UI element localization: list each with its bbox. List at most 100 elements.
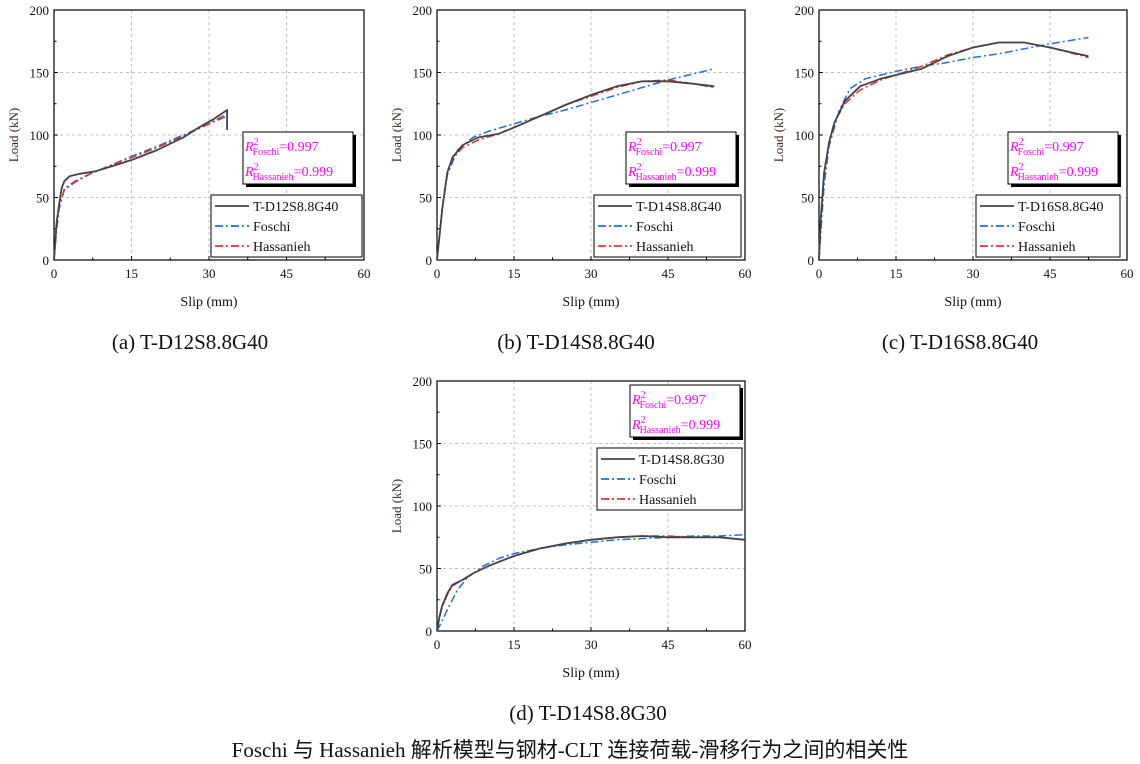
r2-symbol: R	[244, 165, 254, 180]
y-tick-label: 150	[30, 66, 50, 81]
r2-box	[625, 131, 737, 185]
y-tick-label: 50	[36, 191, 49, 206]
r2-superscript: 2	[1019, 137, 1024, 148]
series-line-test	[53, 109, 229, 261]
legend-label-test: T-D12S8.8G40	[253, 200, 338, 215]
y-tick-label: 50	[419, 562, 432, 577]
r2-symbol: R	[631, 393, 641, 408]
legend-label-hassanieh: Hassanieh	[636, 240, 694, 255]
plot-frame	[53, 9, 365, 261]
caption-a: (a) T-D12S8.8G40	[111, 330, 269, 354]
x-tick-label: 45	[1044, 266, 1057, 281]
chart-c: 0 15 30 45 60 0 50 100 150 200 Slip (mm) Load (kN) R…	[771, 3, 1134, 310]
r2-value: =0.997	[279, 140, 318, 155]
x-tick-label: 45	[662, 266, 675, 281]
r2-foschi: R2 Foschi=0.997	[244, 137, 319, 158]
legend-label-foschi: Foschi	[639, 473, 676, 488]
series-line-test	[818, 41, 1089, 261]
r2-subscript: Hassanieh	[1018, 172, 1059, 183]
x-tick-label: 0	[434, 637, 441, 652]
x-axis-label: Slip (mm)	[562, 295, 620, 310]
r2-superscript: 2	[254, 162, 259, 173]
y-tick-label: 200	[30, 3, 50, 18]
x-tick-label: 30	[967, 266, 980, 281]
plot-frame	[436, 380, 746, 632]
legend-label-hassanieh: Hassanieh	[1018, 240, 1076, 255]
y-tick-label: 150	[413, 66, 433, 81]
caption-c: (c) T-D16S8.8G40	[881, 330, 1039, 354]
r2-hassanieh: R2 Hassanieh=0.999	[1009, 162, 1098, 183]
x-axis-label: Slip (mm)	[180, 295, 238, 310]
y-tick-label: 0	[808, 253, 815, 268]
x-tick-label: 15	[125, 266, 138, 281]
y-tick-label: 100	[30, 128, 50, 143]
chart-a: 0 15 30 45 60 0 50 100 150 200 Slip (mm) Load (kN) R…	[6, 3, 371, 310]
r2-value: =0.999	[681, 418, 720, 433]
r2-superscript: 2	[254, 137, 259, 148]
x-tick-label: 15	[890, 266, 903, 281]
x-tick-label: 45	[662, 637, 675, 652]
r2-subscript: Hassanieh	[636, 172, 677, 183]
y-tick-label: 0	[43, 253, 50, 268]
y-tick-label: 0	[426, 253, 433, 268]
legend-label-test: T-D14S8.8G40	[636, 200, 721, 215]
y-tick-label: 100	[795, 128, 815, 143]
legend-label-foschi: Foschi	[253, 220, 290, 235]
r2-foschi: R2 Foschi=0.997	[631, 390, 706, 411]
y-tick-label: 100	[413, 128, 433, 143]
r2-value: =0.997	[1044, 140, 1083, 155]
y-tick-label: 50	[419, 191, 432, 206]
plot-frame	[818, 9, 1128, 261]
x-axis-label: Slip (mm)	[562, 666, 620, 681]
legend-label-test: T-D16S8.8G40	[1018, 200, 1103, 215]
series-line-test	[436, 80, 715, 261]
r2-symbol: R	[627, 140, 637, 155]
r2-subscript: Foschi	[253, 147, 280, 158]
x-tick-label: 15	[508, 637, 521, 652]
y-axis-label: Load (kN)	[6, 108, 21, 163]
chart-b: 0 15 30 45 60 0 50 100 150 200 Slip (mm) Load (kN) R…	[389, 3, 752, 310]
r2-value: =0.999	[1059, 165, 1098, 180]
x-tick-label: 15	[508, 266, 521, 281]
x-tick-label: 60	[739, 266, 752, 281]
x-tick-label: 60	[739, 637, 752, 652]
y-tick-label: 200	[413, 3, 433, 18]
r2-superscript: 2	[1019, 162, 1024, 173]
series-line-foschi	[53, 115, 228, 261]
r2-symbol: R	[244, 140, 254, 155]
x-axis-label: Slip (mm)	[944, 295, 1002, 310]
y-tick-label: 150	[413, 437, 433, 452]
r2-symbol: R	[627, 165, 637, 180]
x-tick-label: 60	[358, 266, 371, 281]
plot-frame	[436, 9, 746, 261]
r2-foschi: R2 Foschi=0.997	[627, 137, 702, 158]
r2-symbol: R	[631, 418, 641, 433]
r2-foschi: R2 Foschi=0.997	[1009, 137, 1084, 158]
x-tick-label: 45	[280, 266, 293, 281]
legend-label-foschi: Foschi	[1018, 220, 1055, 235]
caption-d: (d) T-D14S8.8G30	[509, 701, 667, 725]
y-axis-label: Load (kN)	[389, 108, 404, 163]
x-tick-label: 0	[816, 266, 823, 281]
r2-hassanieh: R2 Hassanieh=0.999	[244, 162, 333, 183]
r2-subscript: Hassanieh	[253, 172, 294, 183]
r2-box	[629, 384, 741, 438]
r2-symbol: R	[1009, 165, 1019, 180]
series-line-hassanieh	[53, 113, 228, 261]
r2-subscript: Foschi	[640, 400, 667, 411]
r2-subscript: Foschi	[636, 147, 663, 158]
r2-value: =0.999	[294, 165, 333, 180]
r2-subscript: Hassanieh	[640, 425, 681, 436]
r2-superscript: 2	[637, 137, 642, 148]
x-tick-label: 30	[203, 266, 216, 281]
r2-symbol: R	[1009, 140, 1019, 155]
y-tick-label: 150	[795, 66, 815, 81]
x-tick-label: 60	[1121, 266, 1134, 281]
caption-b: (b) T-D14S8.8G40	[497, 330, 655, 354]
y-tick-label: 50	[801, 191, 814, 206]
r2-value: =0.997	[662, 140, 701, 155]
legend-label-hassanieh: Hassanieh	[639, 493, 697, 508]
legend-label-hassanieh: Hassanieh	[253, 240, 311, 255]
x-tick-label: 0	[434, 266, 441, 281]
r2-box	[1007, 131, 1119, 185]
